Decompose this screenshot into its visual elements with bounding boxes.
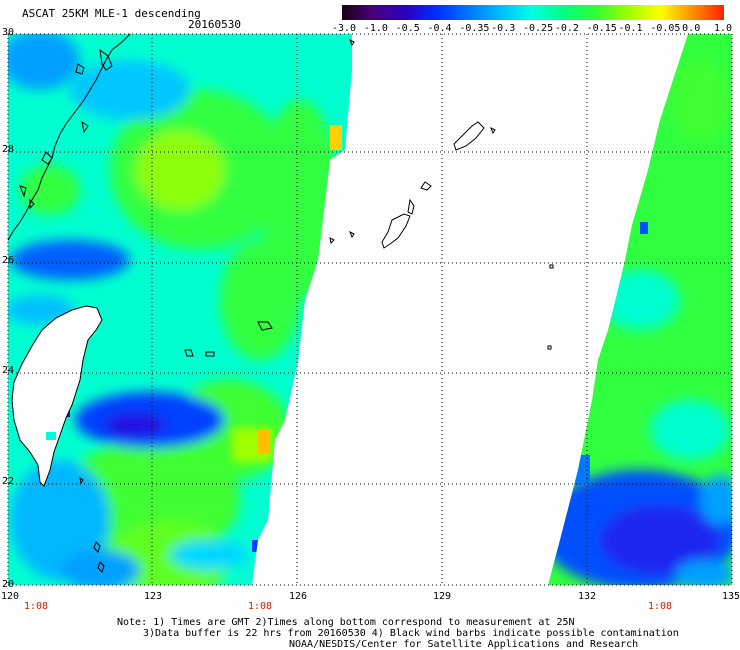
lat-label-22: 22 <box>2 476 15 487</box>
colorbar-label: -0.1 <box>618 23 643 34</box>
taiwan-island <box>11 305 103 487</box>
time-label-right: 1:08 <box>648 601 673 612</box>
colorbar-gradient <box>342 5 724 20</box>
product-title: ASCAT 25KM MLE-1 descending <box>22 7 201 20</box>
right-swath <box>548 34 732 585</box>
colorbar-label: -0.5 <box>395 23 420 34</box>
lat-lon-grid <box>7 33 733 586</box>
lat-label-28: 28 <box>2 144 15 155</box>
time-label-left: 1:08 <box>24 601 49 612</box>
colorbar <box>342 5 724 20</box>
ryukyu-islands <box>79 38 554 573</box>
date-label: 20160530 <box>188 18 241 31</box>
colorbar-label: -0.15 <box>586 23 617 34</box>
lat-label-24: 24 <box>2 365 15 376</box>
colorbar-label: -0.4 <box>427 23 452 34</box>
lon-label-123: 123 <box>144 591 163 602</box>
lat-label-20: 20 <box>2 579 15 590</box>
time-label-center: 1:08 <box>248 601 273 612</box>
colorbar-label: -0.3 <box>491 23 516 34</box>
colorbar-label: 0.0 <box>682 23 701 34</box>
note-line-3: NOAA/NESDIS/Center for Satellite Applica… <box>289 639 639 650</box>
colorbar-label: -0.2 <box>554 23 579 34</box>
colorbar-label: -0.35 <box>459 23 490 34</box>
colorbar-label: -1.0 <box>363 23 388 34</box>
lon-label-126: 126 <box>289 591 308 602</box>
lat-label-26: 26 <box>2 255 15 266</box>
lat-label-30: 30 <box>2 27 15 38</box>
lon-label-129: 129 <box>433 591 452 602</box>
colorbar-label: 1.0 <box>714 23 733 34</box>
colorbar-label: -0.25 <box>523 23 554 34</box>
lon-label-132: 132 <box>578 591 597 602</box>
colorbar-label: -0.05 <box>650 23 681 34</box>
note-line-1: Note: 1) Times are GMT 2)Times along bot… <box>117 617 575 628</box>
lon-label-135: 135 <box>722 591 740 602</box>
note-line-2: 3)Data buffer is 22 hrs from 20160530 4)… <box>143 628 679 639</box>
colorbar-label: -3.0 <box>332 23 357 34</box>
left-swath <box>8 34 352 585</box>
lon-label-120: 120 <box>1 591 20 602</box>
